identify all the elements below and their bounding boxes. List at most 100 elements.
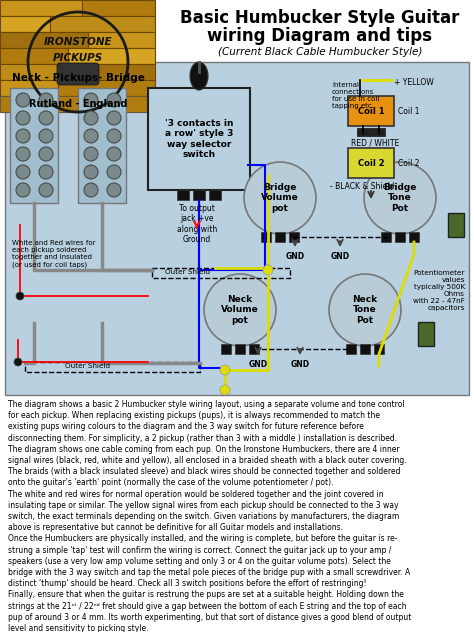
Circle shape [204, 274, 276, 346]
Circle shape [39, 111, 53, 125]
Circle shape [364, 162, 436, 234]
FancyBboxPatch shape [346, 344, 356, 354]
Text: signal wires (black, red, white and yellow), all enclosed in a braided sheath wi: signal wires (black, red, white and yell… [8, 456, 407, 465]
FancyBboxPatch shape [0, 48, 68, 64]
FancyBboxPatch shape [275, 232, 285, 242]
Text: disconnecting them. For simplicity, a 2 pickup (rather than 3 with a middle ) in: disconnecting them. For simplicity, a 2 … [8, 434, 397, 442]
Text: The white and red wires for normal operation would be soldered together and the : The white and red wires for normal opera… [8, 490, 383, 499]
Text: GND: GND [248, 360, 267, 369]
Circle shape [84, 129, 98, 143]
FancyBboxPatch shape [289, 232, 299, 242]
Text: Coil 2: Coil 2 [358, 159, 384, 167]
Text: Neck - Pickups- Bridge: Neck - Pickups- Bridge [11, 73, 145, 83]
FancyBboxPatch shape [88, 32, 155, 48]
FancyBboxPatch shape [360, 344, 370, 354]
FancyBboxPatch shape [0, 32, 88, 48]
FancyBboxPatch shape [209, 190, 221, 200]
Text: Bridge
Tone
Pot: Bridge Tone Pot [383, 183, 417, 213]
Circle shape [220, 365, 230, 375]
FancyBboxPatch shape [68, 48, 155, 64]
Text: The diagram shows a basic 2 Humbucker style wiring layout, using a separate volu: The diagram shows a basic 2 Humbucker st… [8, 400, 405, 409]
Text: speakers (use a very low amp volume setting and only 3 or 4 on the guitar volume: speakers (use a very low amp volume sett… [8, 557, 391, 566]
FancyBboxPatch shape [221, 344, 231, 354]
FancyBboxPatch shape [82, 0, 155, 16]
Text: GND: GND [330, 252, 349, 261]
Text: bridge with the 3 way switch and tap the metal pole pieces of the bridge pup wit: bridge with the 3 way switch and tap the… [8, 568, 410, 577]
Circle shape [220, 385, 230, 395]
Text: (Current Black Cable Humbucker Style): (Current Black Cable Humbucker Style) [218, 47, 422, 57]
FancyBboxPatch shape [448, 213, 464, 237]
Text: Coil 1: Coil 1 [358, 107, 384, 116]
FancyBboxPatch shape [0, 96, 155, 112]
Circle shape [84, 165, 98, 179]
Text: distinct 'thump' should be heard. Check all 3 switch positions before the effort: distinct 'thump' should be heard. Check … [8, 579, 366, 588]
Circle shape [84, 147, 98, 161]
Text: strings at the 21ˢᵗ / 22ⁿᵈ fret should give a gap between the bottom of each E s: strings at the 21ˢᵗ / 22ⁿᵈ fret should g… [8, 602, 407, 611]
Circle shape [39, 165, 53, 179]
Ellipse shape [190, 62, 208, 90]
Circle shape [16, 129, 30, 143]
Text: pup of around 3 or 4 mm. Its worth experimenting, but that sort of distance give: pup of around 3 or 4 mm. Its worth exper… [8, 613, 411, 622]
Circle shape [84, 111, 98, 125]
Text: GND: GND [285, 252, 305, 261]
Text: for each pickup. When replacing existing pickups (pups), it is always recommende: for each pickup. When replacing existing… [8, 411, 380, 420]
Text: switch, the exact terminals depending on the switch. Given variations by manufac: switch, the exact terminals depending on… [8, 512, 399, 521]
Circle shape [16, 292, 24, 300]
FancyBboxPatch shape [148, 88, 250, 190]
FancyBboxPatch shape [0, 64, 92, 80]
Text: Basic Humbucker Style Guitar: Basic Humbucker Style Guitar [180, 9, 460, 27]
Text: Finally, ensure that when the guitar is restrung the pups are set at a suitable : Finally, ensure that when the guitar is … [8, 590, 404, 599]
Circle shape [39, 129, 53, 143]
FancyBboxPatch shape [0, 96, 155, 112]
Text: Rutland - England: Rutland - England [29, 99, 127, 109]
FancyBboxPatch shape [92, 64, 155, 80]
Text: IRONSTONE: IRONSTONE [44, 37, 112, 47]
Circle shape [84, 183, 98, 197]
FancyBboxPatch shape [78, 88, 126, 203]
FancyBboxPatch shape [50, 16, 155, 32]
Text: Internal
connections
for use in coil
tapping etc.: Internal connections for use in coil tap… [332, 82, 379, 109]
Text: + YELLOW: + YELLOW [394, 78, 434, 87]
FancyBboxPatch shape [0, 80, 58, 96]
Circle shape [244, 162, 316, 234]
Text: - BLACK & Shield: - BLACK & Shield [330, 182, 394, 191]
FancyBboxPatch shape [0, 16, 50, 32]
Text: Neck
Tone
Pot: Neck Tone Pot [353, 295, 378, 325]
FancyBboxPatch shape [5, 62, 469, 395]
Text: Once the Humbuckers are physically installed, and the wiring is complete, but be: Once the Humbuckers are physically insta… [8, 535, 398, 544]
FancyBboxPatch shape [235, 344, 245, 354]
Text: To output
jack +ve
along with
Ground: To output jack +ve along with Ground [177, 204, 217, 244]
FancyBboxPatch shape [374, 344, 384, 354]
FancyBboxPatch shape [348, 148, 394, 178]
Text: The diagram shows one cable coming from each pup. On the Ironstone Humbuckers, t: The diagram shows one cable coming from … [8, 445, 400, 454]
Circle shape [39, 93, 53, 107]
FancyBboxPatch shape [261, 232, 271, 242]
Circle shape [263, 265, 273, 275]
Text: insulating tape or similar. The yellow signal wires from each pickup should be c: insulating tape or similar. The yellow s… [8, 501, 399, 510]
Text: existing pups wiring colours to the diagram and the 3 way switch for future refe: existing pups wiring colours to the diag… [8, 422, 364, 432]
Text: White and Red wires for
each pickup soldered
together and insulated
(or used for: White and Red wires for each pickup sold… [12, 240, 95, 267]
Circle shape [16, 93, 30, 107]
Text: Coil 1: Coil 1 [398, 107, 419, 116]
FancyBboxPatch shape [193, 190, 205, 200]
FancyBboxPatch shape [177, 190, 189, 200]
Text: Neck
Volume
pot: Neck Volume pot [221, 295, 259, 325]
FancyBboxPatch shape [249, 344, 259, 354]
Circle shape [107, 147, 121, 161]
Circle shape [16, 165, 30, 179]
FancyBboxPatch shape [395, 232, 405, 242]
FancyBboxPatch shape [357, 128, 385, 136]
FancyBboxPatch shape [57, 63, 99, 85]
FancyBboxPatch shape [381, 232, 391, 242]
Circle shape [107, 111, 121, 125]
Circle shape [107, 165, 121, 179]
Circle shape [39, 183, 53, 197]
Circle shape [107, 183, 121, 197]
Text: Coil 2: Coil 2 [398, 159, 419, 167]
Text: '3 contacts in
a row' style 3
way selector
switch: '3 contacts in a row' style 3 way select… [165, 119, 233, 159]
Circle shape [14, 358, 22, 366]
Circle shape [16, 111, 30, 125]
Circle shape [16, 147, 30, 161]
FancyBboxPatch shape [348, 96, 394, 126]
Text: Outer Shield: Outer Shield [165, 269, 210, 275]
